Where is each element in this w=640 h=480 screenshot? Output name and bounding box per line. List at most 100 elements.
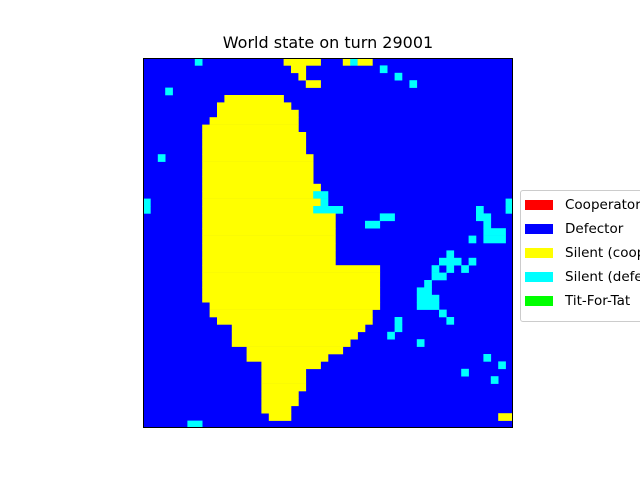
grid-cell-silent-coop [202,235,336,244]
grid-cell-silent-coop [202,294,381,303]
grid-cell-silent-coop [261,383,307,392]
grid-cell-silent-coop [298,72,307,81]
legend-swatch [525,224,553,234]
grid-cell-silent-coop [202,272,381,281]
legend-label: Tit-For-Tat [565,293,631,309]
legend-label: Cooperator [565,197,640,213]
grid-cell-silent-coop [202,132,307,140]
grid-cell-silent-coop [202,213,336,222]
grid-cell-silent-def [446,317,455,325]
grid-cell-silent-def [379,213,395,222]
grid-cell-silent-def [483,228,506,236]
grid-cell-silent-coop [202,206,314,214]
grid-cell-silent-coop [209,117,299,125]
grid-cell-silent-coop [209,309,373,318]
grid-cell-silent-coop [202,257,336,266]
grid-cell-silent-def [505,206,513,214]
grid-cell-silent-def [490,376,499,384]
grid-cell-silent-coop [202,183,321,192]
legend-item-defector: Defector [525,219,623,239]
grid-cell-silent-coop [217,317,373,325]
grid-cell-silent-def [157,154,166,162]
grid-cell-silent-coop [202,250,336,259]
grid-cell-silent-def [387,331,395,340]
grid-cell-silent-coop [261,376,307,384]
grid-cell-silent-def [394,324,403,333]
grid-cell-silent-coop [202,161,314,170]
grid-cell-silent-coop [231,324,366,333]
grid-cell-silent-def [431,272,447,281]
legend-label: Silent (coop [565,245,640,261]
grid-cell-silent-coop [202,228,336,236]
legend-item-cooperator: Cooperator [525,195,640,215]
legend-item-silent-coop: Silent (coop [525,243,640,263]
grid-cell-silent-def [476,206,484,214]
grid-cell-silent-def [416,339,425,347]
grid-cell-silent-def [416,294,440,303]
legend-swatch [525,272,553,282]
grid-cell-silent-coop [202,139,307,148]
grid-cell-silent-coop [261,398,299,407]
world-grid [143,58,513,428]
grid-cell-silent-def [409,80,418,88]
grid-cell-silent-def [483,354,492,362]
grid-cell-silent-def [313,206,344,214]
legend-label: Defector [565,221,624,237]
legend-swatch [525,248,553,258]
grid-cell-silent-def [416,302,440,310]
grid-cell-silent-coop [261,405,292,414]
grid-cell-silent-def [379,65,388,74]
grid-cell-silent-def [468,235,477,244]
grid-cell-silent-coop [246,354,329,362]
grid-cell-silent-coop [268,413,292,421]
grid-cell-silent-def [446,265,455,273]
grid-cell-silent-def [320,198,329,207]
grid-cell-silent-def [505,198,513,207]
chart-title: World state on turn 29001 [222,33,434,52]
grid-cell-silent-coop [261,368,307,377]
grid-cell-silent-coop [342,58,351,66]
grid-cell-silent-coop [209,302,381,310]
grid-cell-silent-coop [498,413,513,421]
grid-cell-silent-def [194,58,203,66]
grid-cell-silent-def [468,257,477,266]
grid-cell-silent-coop [224,95,284,103]
legend-label: Silent (defe [565,269,640,285]
grid-cell-silent-coop [305,80,321,88]
grid-cell-silent-def [365,220,381,229]
grid-cell-silent-def [439,257,462,266]
grid-cell-silent-coop [231,339,351,347]
grid-cell-silent-def [424,280,432,288]
grid-cell-silent-coop [202,191,314,199]
grid-cell-silent-def [416,287,432,296]
grid-cell-silent-coop [291,65,307,74]
grid-cell-silent-coop [202,169,314,177]
grid-cell-silent-def [313,191,329,199]
grid-cell-silent-coop [246,346,344,355]
grid-cell-silent-def [483,235,506,244]
legend-item-silent-def: Silent (defe [525,267,640,287]
grid-cell-silent-coop [261,361,321,370]
grid-cell-silent-def [394,317,403,325]
grid-cell-silent-coop [202,154,314,162]
legend-swatch [525,200,553,210]
grid-cell-silent-coop [202,280,381,288]
grid-cell-silent-coop [202,243,336,251]
grid-cell-silent-def [439,309,447,318]
grid-cell-silent-def [461,368,469,377]
grid-cell-silent-coop [231,331,358,340]
grid-cell-silent-def [498,361,506,370]
grid-cell-silent-coop [202,198,321,207]
grid-cell-silent-def [476,213,492,222]
grid-cell-silent-def [187,420,203,428]
grid-cell-silent-coop [202,265,381,273]
legend-item-tft: Tit-For-Tat [525,291,630,311]
grid-cell-silent-coop [202,176,314,185]
legend-swatch [525,296,553,306]
grid-cell-silent-coop [202,124,299,133]
grid-cell-silent-coop [202,146,307,155]
legend: Cooperator Defector Silent (coop Silent (de… [520,190,640,322]
grid-cell-silent-def [461,265,469,273]
grid-cell-silent-coop [202,220,336,229]
grid-cell-silent-def [483,220,492,229]
